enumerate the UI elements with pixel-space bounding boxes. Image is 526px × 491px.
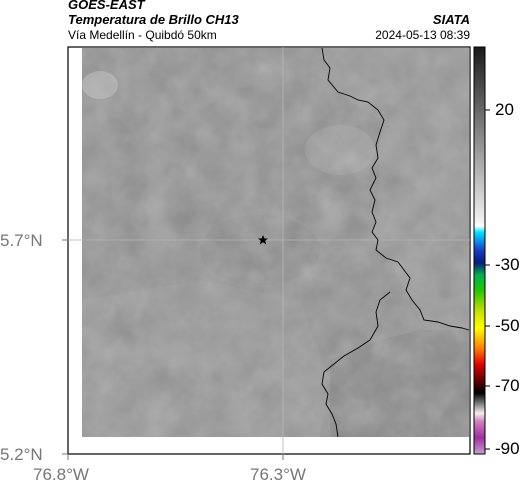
- lon-label-76-3W: 76.3°W: [250, 465, 306, 484]
- colorbar-tick-20: 20: [495, 100, 514, 119]
- product-title: Temperatura de Brillo CH13: [68, 12, 239, 27]
- colorbar-tick-minus30: -30: [495, 255, 520, 274]
- colorbar-tick-minus50: -50: [495, 316, 520, 335]
- star-marker: [258, 235, 268, 245]
- satellite-title: GOES-EAST: [68, 0, 145, 12]
- department-boundary-south: [321, 291, 391, 438]
- lon-label-76-8W: 76.8°W: [33, 465, 89, 484]
- satellite-imagery: [82, 48, 469, 437]
- lat-label-5-7N: 5.7°N: [0, 231, 43, 250]
- lat-label-5-2N: 5.2°N: [0, 445, 43, 464]
- region-subtitle: Vía Medellín - Quibdó 50km: [68, 28, 217, 42]
- colorbar-tick-minus90: -90: [495, 439, 520, 458]
- source-label: SIATA: [432, 12, 470, 27]
- department-boundary: [321, 47, 470, 331]
- timestamp-label: 2024-05-13 08:39: [375, 28, 470, 42]
- colorbar-tick-minus70: -70: [495, 376, 520, 395]
- colorbar: [473, 46, 486, 455]
